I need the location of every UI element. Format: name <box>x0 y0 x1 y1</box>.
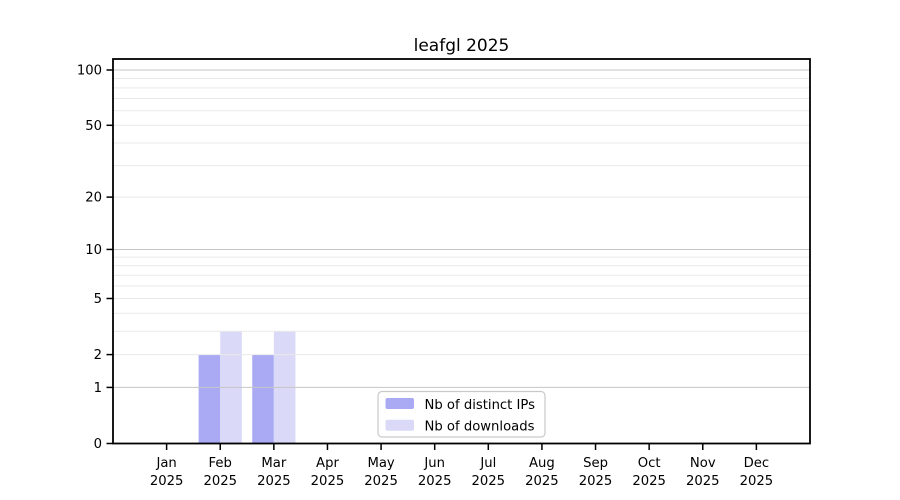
x-tick-label: Jun 2025 <box>418 456 452 489</box>
bar-nb-of-distinct-ips <box>198 354 221 444</box>
plot-frame <box>112 58 811 445</box>
y-tick-label: 2 <box>94 348 102 363</box>
y-tick-label: 1 <box>94 381 102 396</box>
x-tick-label: Mar 2025 <box>257 456 291 489</box>
y-tick-label: 100 <box>77 64 102 79</box>
x-tick-label: Jan 2025 <box>150 456 184 489</box>
x-tick-label: Nov 2025 <box>686 456 720 489</box>
chart-title: leafgl 2025 <box>414 36 510 56</box>
y-tick-label: 5 <box>94 292 102 307</box>
x-tick-label: May 2025 <box>364 456 398 489</box>
x-tick-label: Jul 2025 <box>472 456 506 489</box>
x-tick-label: Aug 2025 <box>525 456 559 489</box>
x-tick-label: Feb 2025 <box>203 456 237 489</box>
y-tick-label: 10 <box>85 243 102 258</box>
legend-label-distinct-ips: Nb of distinct IPs <box>425 398 536 413</box>
x-tick-label: Oct 2025 <box>632 456 666 489</box>
legend-box <box>377 390 546 438</box>
y-tick-label: 50 <box>85 119 102 134</box>
x-tick-label: Apr 2025 <box>311 456 345 489</box>
y-tick-label: 20 <box>85 191 102 206</box>
bar-nb-of-distinct-ips <box>252 354 274 444</box>
legend-label-downloads: Nb of downloads <box>425 420 535 435</box>
legend-swatch-distinct-ips-icon <box>385 398 414 409</box>
y-tick-label: 0 <box>94 437 102 452</box>
x-tick-label: Sep 2025 <box>579 456 613 489</box>
grid-layer <box>113 69 810 388</box>
labels-layer: 0 1 2 5 10 20 50 100 Jan 2025 Feb 2025 Mar 2025 Apr 202… <box>77 64 773 490</box>
x-tick-label: Dec 2025 <box>740 456 774 489</box>
legend-swatch-downloads-icon <box>385 419 414 431</box>
legend: Nb of distinct IPs Nb of downloads <box>377 390 546 438</box>
axes-layer <box>106 58 811 450</box>
